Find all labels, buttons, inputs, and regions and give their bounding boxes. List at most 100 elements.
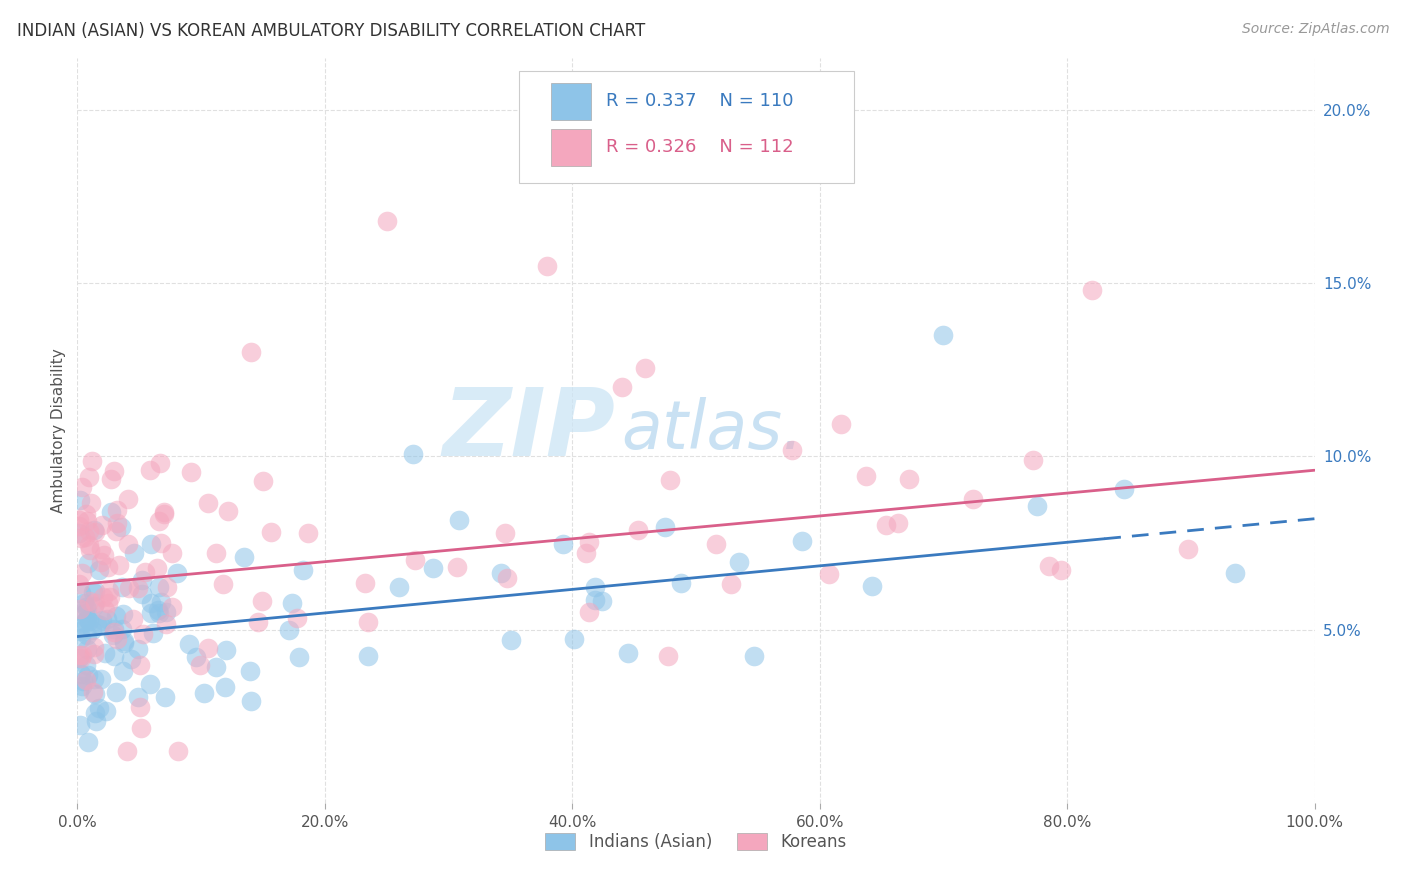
Point: [90, 555, 112, 569]
Point: [591, 594, 613, 608]
Point: [578, 534, 600, 549]
Point: [357, 615, 380, 629]
Point: [69, 577, 91, 591]
Point: [89, 563, 111, 577]
Point: [1223, 566, 1246, 581]
Point: [84, 706, 107, 721]
Point: [818, 567, 841, 582]
Point: [89, 617, 111, 632]
Point: [148, 514, 170, 528]
Point: [105, 516, 128, 530]
Point: [491, 566, 513, 581]
Point: [1025, 499, 1047, 513]
Point: [84, 524, 107, 539]
Point: [69, 602, 91, 616]
Point: [634, 360, 657, 375]
Point: [149, 456, 172, 470]
Point: [212, 577, 235, 591]
Point: [83, 524, 105, 538]
Point: [375, 214, 398, 228]
Point: [111, 580, 134, 594]
Point: [156, 580, 179, 594]
Point: [860, 579, 883, 593]
Point: [422, 561, 444, 575]
Point: [96, 612, 118, 626]
Point: [69, 718, 91, 732]
Point: [583, 592, 606, 607]
Point: [583, 580, 606, 594]
Point: [495, 571, 517, 585]
Point: [1081, 283, 1104, 297]
Point: [160, 546, 183, 560]
Point: [111, 622, 134, 636]
Point: [148, 607, 170, 621]
Point: [105, 609, 128, 624]
Point: [148, 580, 170, 594]
Point: [127, 581, 149, 595]
Point: [94, 705, 117, 719]
Point: [104, 524, 127, 539]
Point: [97, 560, 120, 574]
Point: [1112, 483, 1135, 497]
Point: [205, 659, 228, 673]
Point: [80, 454, 103, 468]
Point: [562, 632, 585, 646]
Point: [107, 558, 129, 572]
Point: [103, 624, 125, 639]
Point: [100, 471, 122, 485]
Point: [82, 584, 104, 599]
Point: [77, 668, 100, 682]
Point: [67, 526, 90, 541]
Point: [131, 627, 153, 641]
Point: [127, 690, 149, 704]
Point: [79, 543, 101, 558]
Point: [233, 550, 256, 565]
Point: [98, 583, 121, 598]
Point: [790, 534, 813, 549]
Point: [617, 646, 640, 660]
Point: [105, 503, 128, 517]
Point: [103, 649, 125, 664]
Point: [83, 640, 105, 655]
Point: [70, 585, 93, 599]
Point: [100, 505, 122, 519]
Point: [72, 674, 94, 689]
Point: [72, 680, 94, 694]
Point: [205, 546, 228, 560]
Point: [494, 526, 516, 541]
Point: [101, 627, 124, 641]
Point: [887, 516, 910, 531]
Point: [1177, 541, 1199, 556]
Point: [141, 536, 163, 550]
Point: [1038, 558, 1060, 573]
Point: [657, 648, 679, 663]
Point: [197, 640, 219, 655]
Point: [281, 596, 304, 610]
Point: [285, 611, 308, 625]
Point: [77, 524, 100, 538]
Point: [287, 650, 309, 665]
Point: [354, 576, 377, 591]
Point: [875, 518, 897, 533]
Point: [239, 694, 262, 708]
Point: [246, 615, 269, 630]
Point: [90, 541, 112, 556]
Point: [153, 508, 176, 522]
Point: [77, 735, 100, 749]
Point: [575, 546, 598, 560]
Point: [77, 538, 100, 552]
Point: [357, 649, 380, 664]
Point: [93, 548, 115, 562]
Y-axis label: Ambulatory Disability: Ambulatory Disability: [51, 348, 66, 513]
Point: [72, 566, 94, 581]
Point: [89, 700, 111, 714]
Point: [86, 617, 108, 632]
Point: [1050, 563, 1073, 577]
Point: [501, 633, 523, 648]
Point: [214, 680, 236, 694]
Point: [659, 474, 682, 488]
Point: [73, 596, 96, 610]
Point: [120, 652, 142, 666]
Point: [704, 537, 727, 551]
Point: [654, 520, 676, 534]
